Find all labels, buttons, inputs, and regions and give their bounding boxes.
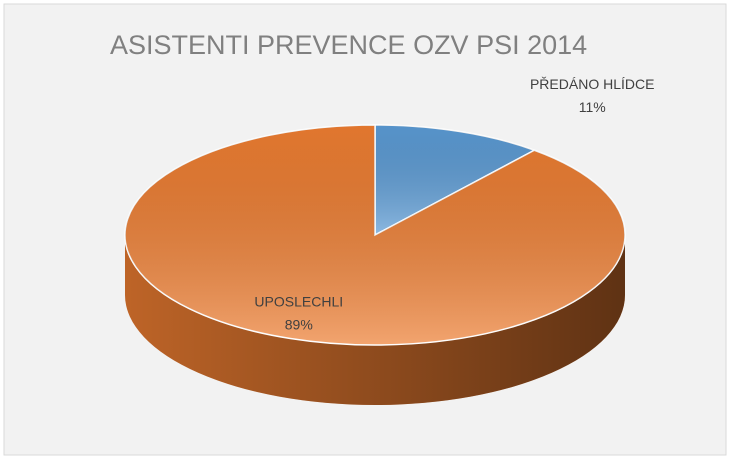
data-label-value: 11% xyxy=(579,99,606,115)
data-label-name: UPOSLECHLI xyxy=(254,293,343,309)
data-label-name: PŘEDÁNO HLÍDCE xyxy=(530,76,654,92)
slice-side-shade xyxy=(125,235,625,405)
chart-title: ASISTENTI PREVENCE OZV PSI 2014 xyxy=(110,30,587,60)
slice-shade xyxy=(375,125,535,235)
data-label-value: 89% xyxy=(285,316,313,332)
slice-shade xyxy=(125,125,626,345)
